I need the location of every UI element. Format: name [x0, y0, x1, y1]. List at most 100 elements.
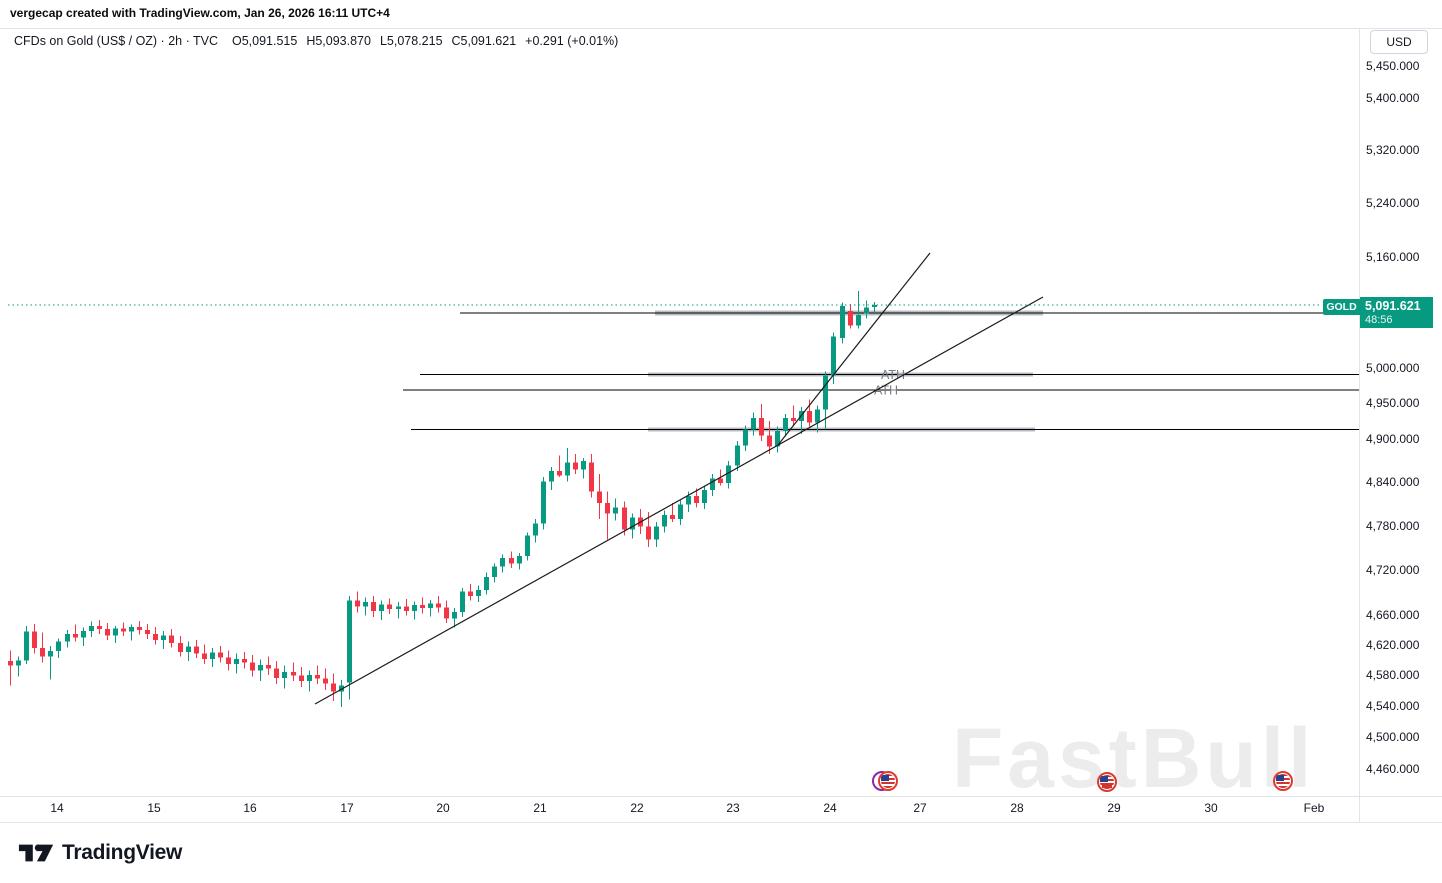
candle-body — [509, 558, 514, 564]
candle-body — [282, 671, 287, 678]
candle-body — [718, 478, 723, 483]
candle-body — [89, 626, 94, 631]
candle-body — [250, 662, 255, 671]
candle-body — [331, 683, 336, 692]
flag-canton — [1100, 776, 1108, 782]
candle-body — [387, 604, 392, 609]
candle-body — [823, 375, 828, 410]
candle-body — [775, 430, 780, 447]
symbol-title[interactable]: CFDs on Gold (US$ / OZ) · 2h · TVC — [14, 34, 218, 48]
candle-body — [16, 660, 21, 666]
ohlc-low: L5,078.215 — [379, 34, 443, 48]
candle-body — [178, 642, 183, 652]
candle-body — [630, 517, 635, 530]
time-axis-label: 21 — [533, 801, 547, 815]
time-axis-label: 17 — [340, 801, 354, 815]
candle-body — [161, 635, 166, 640]
candle-body — [363, 602, 368, 607]
time-axis-label: Feb — [1303, 801, 1325, 815]
candle-body — [153, 633, 158, 640]
candle-body — [347, 600, 352, 683]
last-price-value: 5,091.621 — [1365, 299, 1421, 313]
candle-body — [65, 633, 70, 642]
time-axis-label: 30 — [1204, 801, 1218, 815]
candle-body — [105, 629, 110, 636]
candle-body — [145, 629, 150, 634]
price-axis-label: 4,720.000 — [1366, 562, 1420, 577]
candle-body — [202, 653, 207, 659]
ohlc-high: H5,093.870 — [306, 34, 371, 48]
candle-body — [500, 558, 505, 567]
candle-body — [299, 675, 304, 681]
currency-usd-button[interactable]: USD — [1370, 30, 1428, 54]
candle-body — [73, 633, 78, 638]
candle-body — [702, 490, 707, 504]
ohlc-close: C5,091.621 — [451, 34, 517, 48]
candle-body — [48, 651, 53, 657]
tradingview-footer[interactable]: TradingView — [18, 840, 182, 866]
candle-body — [234, 658, 239, 665]
candle-body — [97, 626, 102, 630]
us-flag-icon[interactable] — [878, 771, 898, 791]
candle-body — [24, 631, 29, 661]
us-flag-icon[interactable] — [1097, 772, 1117, 792]
steep-ascending-trendline[interactable] — [777, 252, 931, 446]
candle-body — [549, 471, 554, 482]
candle-body — [169, 635, 174, 643]
candle-body — [468, 591, 473, 597]
candle-body — [678, 504, 683, 520]
time-axis-label: 16 — [243, 801, 257, 815]
candle-body — [735, 445, 740, 466]
price-axis-label: 4,840.000 — [1366, 474, 1420, 489]
price-axis-separator — [1359, 28, 1360, 822]
flag-canton — [881, 775, 889, 781]
candle-body — [751, 418, 756, 430]
candle-body — [460, 591, 465, 612]
candle-body — [686, 495, 691, 505]
time-axis-label: 20 — [436, 801, 450, 815]
widget-bottom-separator — [0, 822, 1442, 823]
time-axis-label: 14 — [50, 801, 64, 815]
candle-body — [807, 411, 812, 423]
candle-body — [452, 611, 457, 619]
candle-body — [412, 605, 417, 612]
price-axis-label: 5,320.000 — [1366, 143, 1420, 158]
ohlc-open: O5,091.515 — [231, 34, 298, 48]
candle-body — [428, 603, 433, 609]
price-axis-label: 5,240.000 — [1366, 196, 1420, 211]
flag-bar — [1102, 785, 1112, 788]
candle-body — [557, 471, 562, 476]
price-axis-label: 5,000.000 — [1366, 360, 1420, 375]
price-axis-label: 5,450.000 — [1366, 58, 1420, 73]
tradingview-brand-text: TradingView — [62, 841, 183, 864]
price-axis-label: 4,540.000 — [1366, 699, 1420, 714]
candle-body — [670, 514, 675, 520]
time-axis-separator — [0, 796, 1442, 797]
long-ascending-trendline[interactable] — [314, 296, 1044, 705]
candle-body — [646, 526, 651, 540]
candle-body — [404, 606, 409, 612]
bar-countdown: 48:56 — [1365, 314, 1393, 326]
candle-body — [613, 507, 618, 514]
candle-body — [622, 507, 627, 530]
us-flag-icon[interactable] — [1273, 771, 1293, 791]
candle-body — [791, 418, 796, 421]
candle-body — [710, 478, 715, 491]
candle-body — [525, 535, 530, 556]
candle-body — [396, 606, 401, 609]
candle-body — [815, 409, 820, 423]
price-axis-label: 5,160.000 — [1366, 250, 1420, 265]
candle-body — [759, 418, 764, 436]
top-separator — [0, 28, 1442, 29]
flag-canton — [1276, 775, 1284, 781]
candle-body — [226, 657, 231, 665]
candle-body — [420, 605, 425, 609]
candle-body — [210, 652, 215, 659]
candle-body — [831, 336, 836, 376]
candle-body — [517, 555, 522, 564]
candle-body — [32, 631, 37, 649]
tradingview-logo-icon — [18, 844, 54, 862]
price-axis-label: 4,660.000 — [1366, 607, 1420, 622]
candle-body — [581, 461, 586, 470]
